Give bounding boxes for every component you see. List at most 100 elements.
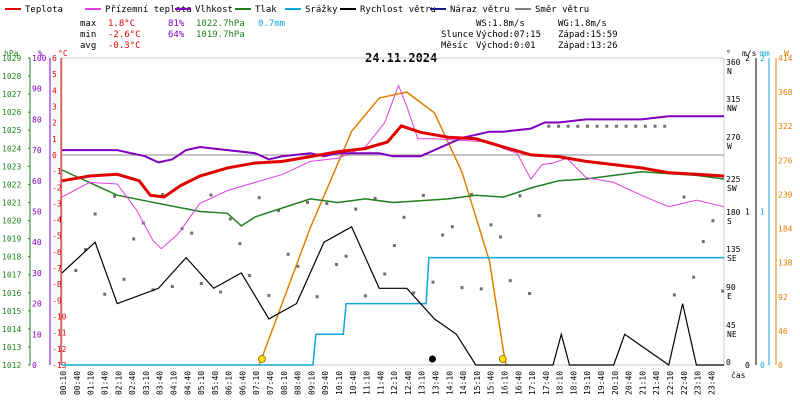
direction-point	[518, 194, 522, 198]
humidity-tick: 50	[32, 208, 42, 217]
time-tick: 19:40	[597, 371, 606, 395]
direction-point	[383, 272, 387, 276]
time-tick: 11:10	[363, 371, 372, 395]
direction-point	[93, 212, 97, 216]
unit-pressure: hPa	[4, 49, 19, 58]
direction-tick: 135	[726, 245, 741, 254]
humidity-tick: 30	[32, 269, 42, 278]
direction-point	[431, 280, 435, 284]
time-tick: 14:40	[459, 371, 468, 395]
humidity-tick: 90	[32, 85, 42, 94]
stats-block: max 1.8°C 81% 1022.7hPa 0.7mm min -2.6°C…	[80, 19, 618, 51]
wind-tick: 2	[745, 54, 750, 63]
time-tick: 10:40	[349, 371, 358, 395]
direction-point	[228, 217, 232, 221]
time-tick: 17:40	[542, 371, 551, 395]
direction-letter: E	[727, 292, 732, 301]
direction-point	[170, 284, 174, 288]
direction-point	[305, 200, 309, 204]
time-tick: 16:10	[500, 371, 509, 395]
pressure-tick: 1018	[2, 253, 21, 262]
humidity-tick: 40	[32, 238, 42, 247]
direction-point	[537, 214, 541, 218]
solar-tick: 184	[778, 225, 793, 234]
time-tick: 07:40	[266, 371, 275, 395]
humidity-line	[62, 115, 724, 164]
direction-point	[286, 252, 290, 256]
solar-tick: 92	[778, 293, 788, 302]
pressure-tick: 1021	[2, 198, 21, 207]
pressure-tick: 1025	[2, 126, 21, 135]
direction-point	[112, 194, 116, 198]
solar-tick: 322	[778, 122, 793, 131]
direction-letter: NE	[727, 330, 737, 339]
solar-tick: 414	[778, 54, 793, 63]
direction-point	[605, 124, 609, 128]
direction-point	[103, 292, 107, 296]
legend-item: Teplota	[5, 5, 63, 15]
solar-tick: 46	[778, 327, 788, 336]
direction-point	[248, 274, 252, 278]
temp-tick: 2	[52, 119, 57, 128]
time-tick: 13:40	[432, 371, 441, 395]
temp-tick: 3	[52, 102, 57, 111]
direction-point	[373, 196, 377, 200]
pressure-tick: 1024	[2, 144, 21, 153]
rain-tick: 0	[760, 361, 765, 370]
time-tick: 23:10	[694, 371, 703, 395]
direction-point	[74, 269, 78, 273]
pressure-tick: 1023	[2, 162, 21, 171]
pressure-tick: 1022	[2, 180, 21, 189]
direction-point	[701, 240, 705, 244]
time-tick: 00:40	[73, 371, 82, 395]
direction-point	[402, 215, 406, 219]
humidity-tick: 0	[32, 361, 37, 370]
pressure-line	[61, 169, 725, 227]
legend-item: Rychlost větru	[340, 5, 436, 15]
direction-point	[421, 193, 425, 197]
time-tick: 13:10	[418, 371, 427, 395]
direction-point	[267, 293, 271, 297]
legend-label: Směr větru	[535, 5, 589, 15]
direction-point	[624, 124, 628, 128]
direction-point	[199, 282, 203, 286]
time-tick: 18:10	[556, 371, 565, 395]
wind-tick: 1	[745, 208, 750, 217]
unit-rain: mm	[760, 49, 770, 58]
stat-max-rain: 0.7mm	[258, 19, 285, 29]
time-tick: 14:10	[445, 371, 454, 395]
unit-time: čas	[731, 370, 746, 380]
direction-point	[161, 193, 165, 197]
direction-point	[354, 207, 358, 211]
direction-letter: SW	[727, 184, 737, 193]
pressure-tick: 1019	[2, 235, 21, 244]
direction-point	[344, 254, 348, 258]
ground-temp-line	[61, 84, 725, 250]
pressure-tick: 1015	[2, 307, 21, 316]
direction-point	[190, 231, 194, 235]
direction-point	[692, 275, 696, 279]
direction-point	[460, 286, 464, 290]
legend-item: Směr větru	[515, 5, 589, 15]
direction-point	[238, 242, 242, 246]
stat-sunrise: Východ:07:15	[476, 30, 541, 40]
time-tick: 22:40	[680, 371, 689, 395]
direction-tick: 270	[726, 133, 741, 142]
legend-label: Srážky	[305, 5, 338, 15]
direction-point	[585, 124, 589, 128]
stat-sunset: Západ:15:59	[558, 30, 618, 40]
direction-tick: 225	[726, 175, 741, 184]
temp-tick: 1	[52, 135, 57, 144]
humidity-tick: 20	[32, 300, 42, 309]
plot-area	[61, 84, 725, 367]
direction-letter: S	[727, 217, 732, 226]
pressure-tick: 1028	[2, 72, 21, 81]
pressure-tick: 1027	[2, 90, 21, 99]
stat-max-label: max	[80, 19, 97, 29]
direction-letter: SE	[727, 254, 737, 263]
time-tick: 01:40	[101, 371, 110, 395]
solar-line	[258, 91, 507, 366]
direction-point	[219, 290, 223, 294]
direction-point	[296, 264, 300, 268]
time-tick: 20:40	[625, 371, 634, 395]
